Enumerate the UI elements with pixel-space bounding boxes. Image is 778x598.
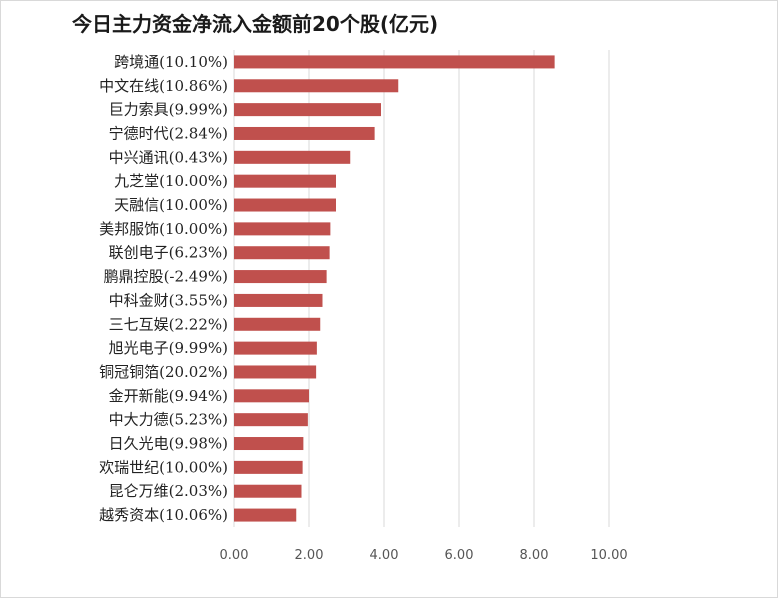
- bar: [234, 246, 330, 260]
- category-label: 鹏鼎控股(-2.49%): [104, 268, 228, 286]
- bars: [234, 55, 555, 522]
- bar: [234, 293, 323, 307]
- x-tick-label: 4.00: [370, 548, 399, 563]
- bar: [234, 437, 304, 451]
- bar: [234, 198, 336, 212]
- category-label: 美邦服饰(10.00%): [99, 220, 228, 238]
- bar: [234, 150, 351, 164]
- category-label: 天融信(10.00%): [114, 196, 228, 214]
- x-tick-label: 0.00: [220, 548, 249, 563]
- category-label: 跨境通(10.10%): [114, 53, 228, 71]
- x-tick-label: 8.00: [520, 548, 549, 563]
- category-label: 三七互娱(2.22%): [109, 315, 228, 333]
- bar: [234, 365, 317, 379]
- bar: [234, 460, 303, 474]
- x-tick-labels: 0.00 2.00 4.00 6.00 8.00 10.00: [220, 548, 628, 563]
- category-label: 昆仑万维(2.03%): [109, 482, 228, 500]
- x-tick-label: 6.00: [445, 548, 474, 563]
- bar: [234, 126, 375, 140]
- category-labels: 跨境通(10.10%) 中文在线(10.86%) 巨力索具(9.99%) 宁德时代(2…: [99, 53, 228, 524]
- bar: [234, 270, 327, 284]
- bar: [234, 341, 317, 355]
- bar: [234, 79, 399, 93]
- category-label: 越秀资本(10.06%): [99, 506, 228, 524]
- bar: [234, 103, 381, 117]
- bar: [234, 55, 555, 69]
- bar: [234, 413, 308, 427]
- category-label: 日久光电(9.98%): [109, 435, 228, 453]
- bar: [234, 317, 321, 331]
- category-label: 金开新能(9.94%): [109, 387, 228, 405]
- category-label: 联创电子(6.23%): [109, 244, 228, 262]
- category-label: 中兴通讯(0.43%): [109, 148, 228, 166]
- category-label: 铜冠铜箔(20.02%): [99, 363, 228, 381]
- bar: [234, 222, 331, 236]
- bar: [234, 174, 336, 188]
- bar: [234, 508, 297, 522]
- chart-title: 今日主力资金净流入金额前20个股(亿元): [72, 12, 439, 36]
- category-label: 中大力德(5.23%): [109, 411, 228, 429]
- bar: [234, 389, 309, 403]
- bar: [234, 484, 302, 498]
- category-label: 九芝堂(10.00%): [114, 172, 228, 190]
- category-label: 中文在线(10.86%): [99, 77, 228, 95]
- category-label: 中科金财(3.55%): [109, 291, 228, 309]
- category-label: 欢瑞世纪(10.00%): [99, 458, 228, 476]
- category-label: 宁德时代(2.84%): [109, 124, 228, 142]
- category-label: 巨力索具(9.99%): [109, 101, 228, 119]
- x-tick-label: 2.00: [295, 548, 324, 563]
- x-tick-label: 10.00: [590, 548, 627, 563]
- grid-lines: [233, 50, 610, 527]
- category-label: 旭光电子(9.99%): [109, 339, 228, 357]
